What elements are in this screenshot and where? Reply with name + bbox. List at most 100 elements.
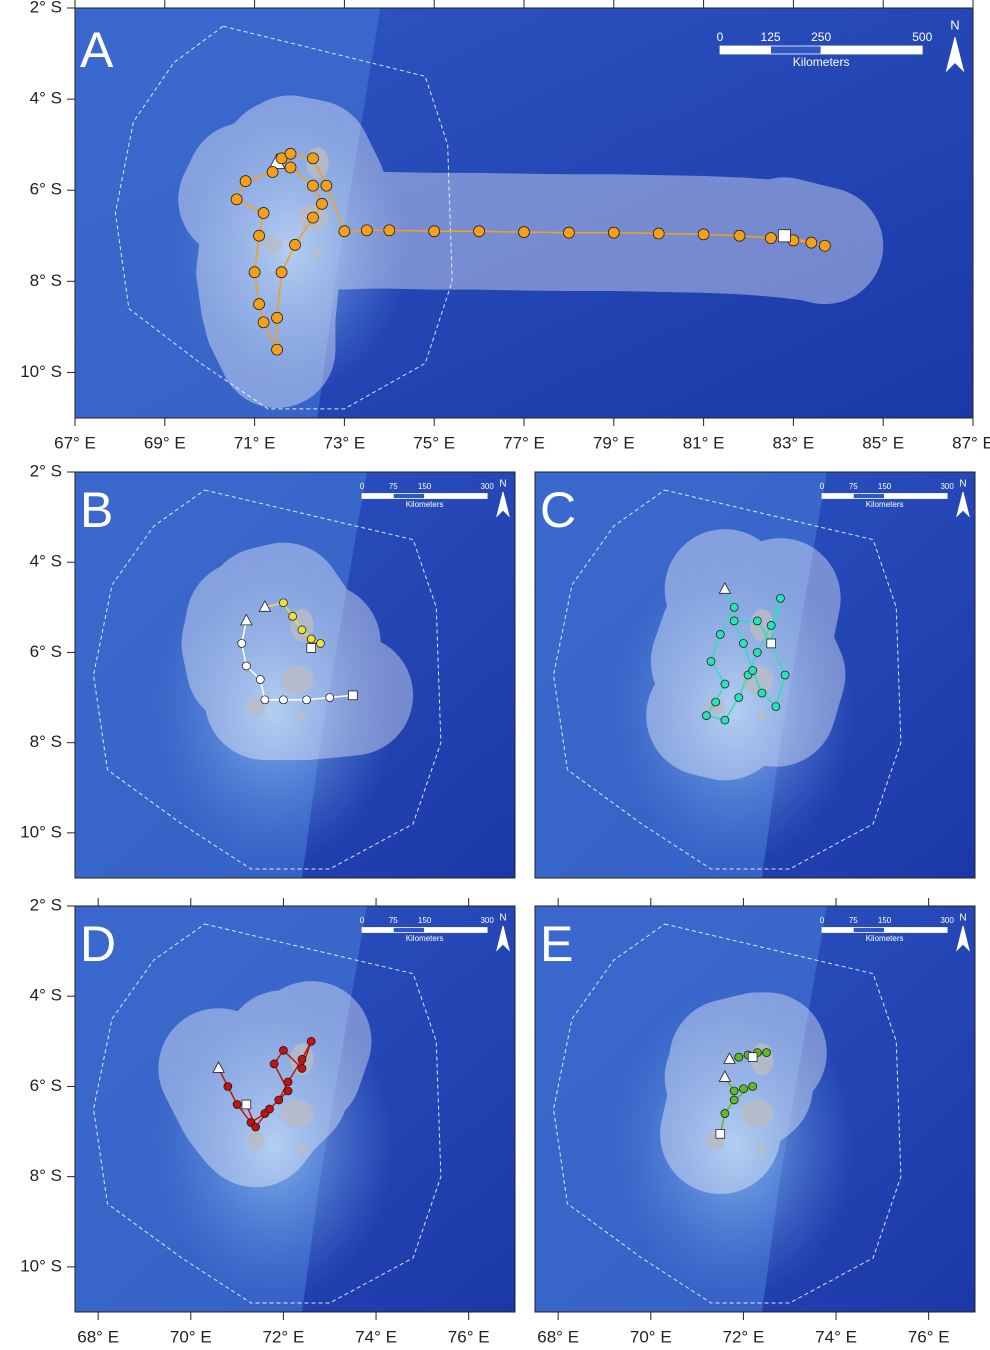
map-panel: D2° S4° S6° S8° S10° S68° E70° E72° E74°… (0, 895, 515, 1346)
x-tick-label: 71° E (234, 433, 276, 452)
track-end (242, 1100, 251, 1109)
track-point (735, 1053, 743, 1061)
scale-label: 0 (820, 482, 825, 491)
track-point (275, 1096, 283, 1104)
track-point (316, 639, 324, 647)
scale-label: 0 (717, 30, 724, 44)
scale-label: 75 (849, 482, 858, 491)
x-tick-label: 73° E (324, 433, 366, 452)
track-point (721, 680, 729, 688)
scale-segment (362, 928, 393, 933)
track-point (776, 594, 784, 602)
island (741, 1100, 773, 1128)
scale-label: 250 (811, 30, 831, 44)
track-point (307, 635, 315, 643)
track-point (819, 240, 830, 251)
scale-label: 150 (418, 916, 432, 925)
scale-label: 150 (878, 482, 892, 491)
scale-label: 150 (418, 482, 432, 491)
track-end (348, 691, 357, 700)
x-tick-label: 85° E (862, 433, 904, 452)
track-point (730, 1096, 738, 1104)
scale-segment (885, 928, 948, 933)
map-body (0, 8, 973, 418)
y-tick-label: 6° S (30, 642, 62, 661)
x-tick-label: 70° E (170, 1327, 212, 1346)
island (297, 1144, 306, 1155)
track-point (272, 344, 283, 355)
scale-segment (885, 494, 948, 499)
y-tick-label: 2° S (30, 461, 62, 480)
island (757, 1144, 766, 1155)
track-point (258, 317, 269, 328)
track-point (721, 1110, 729, 1118)
track-point (285, 148, 296, 159)
track-point (290, 239, 301, 250)
track-point (749, 1082, 757, 1090)
track-point (254, 230, 265, 241)
scale-unit: Kilometers (406, 934, 444, 943)
track-end (307, 644, 316, 653)
track-point (238, 639, 246, 647)
x-tick-label: 74° E (355, 1327, 397, 1346)
y-tick-label: 8° S (30, 271, 62, 290)
track-point (806, 237, 817, 248)
x-tick-label: 68° E (77, 1327, 119, 1346)
y-tick-label: 4° S (30, 89, 62, 108)
track-point (339, 226, 350, 237)
panel-letter: E (540, 916, 573, 972)
north-label: N (959, 479, 966, 490)
scale-segment (822, 494, 853, 499)
island (281, 1100, 313, 1128)
track-point (279, 696, 287, 704)
island (757, 710, 766, 721)
track-point (563, 227, 574, 238)
track-point (276, 267, 287, 278)
y-tick-label: 10° S (20, 822, 62, 841)
track-point (474, 226, 485, 237)
map-body (0, 472, 515, 878)
scale-segment (853, 494, 884, 499)
track-point (285, 162, 296, 173)
scale-segment (393, 928, 424, 933)
track-point (266, 1105, 274, 1113)
y-tick-label: 8° S (30, 732, 62, 751)
scale-segment (821, 46, 922, 54)
x-tick-label: 83° E (773, 433, 815, 452)
x-tick-label: 68° E (537, 1327, 579, 1346)
x-tick-label: 79° E (593, 433, 635, 452)
scale-label: 125 (761, 30, 781, 44)
track-point (258, 208, 269, 219)
track-point (307, 153, 318, 164)
track-point (307, 212, 318, 223)
track-point (326, 694, 334, 702)
track-point (256, 676, 264, 684)
panel-letter: B (80, 482, 113, 538)
track-point (519, 227, 530, 238)
island (281, 666, 313, 694)
track-point (763, 1049, 771, 1057)
track-point (307, 1037, 315, 1045)
track-end (778, 230, 790, 242)
x-tick-label: 67° E (54, 433, 96, 452)
track-point (735, 694, 743, 702)
x-tick-label: 87° E (952, 433, 990, 452)
scale-segment (853, 928, 884, 933)
track-point (758, 689, 766, 697)
x-tick-label: 76° E (908, 1327, 950, 1346)
scale-segment (822, 928, 853, 933)
track-point (279, 1046, 287, 1054)
scale-label: 150 (878, 916, 892, 925)
track-point (231, 194, 242, 205)
track-point (321, 180, 332, 191)
track-point (249, 267, 260, 278)
x-tick-label: 69° E (144, 433, 186, 452)
track-point (653, 228, 664, 239)
track-point (267, 167, 278, 178)
track-point (781, 671, 789, 679)
y-tick-label: 10° S (20, 1256, 62, 1275)
x-tick-label: 72° E (263, 1327, 305, 1346)
y-tick-label: 8° S (30, 1166, 62, 1185)
